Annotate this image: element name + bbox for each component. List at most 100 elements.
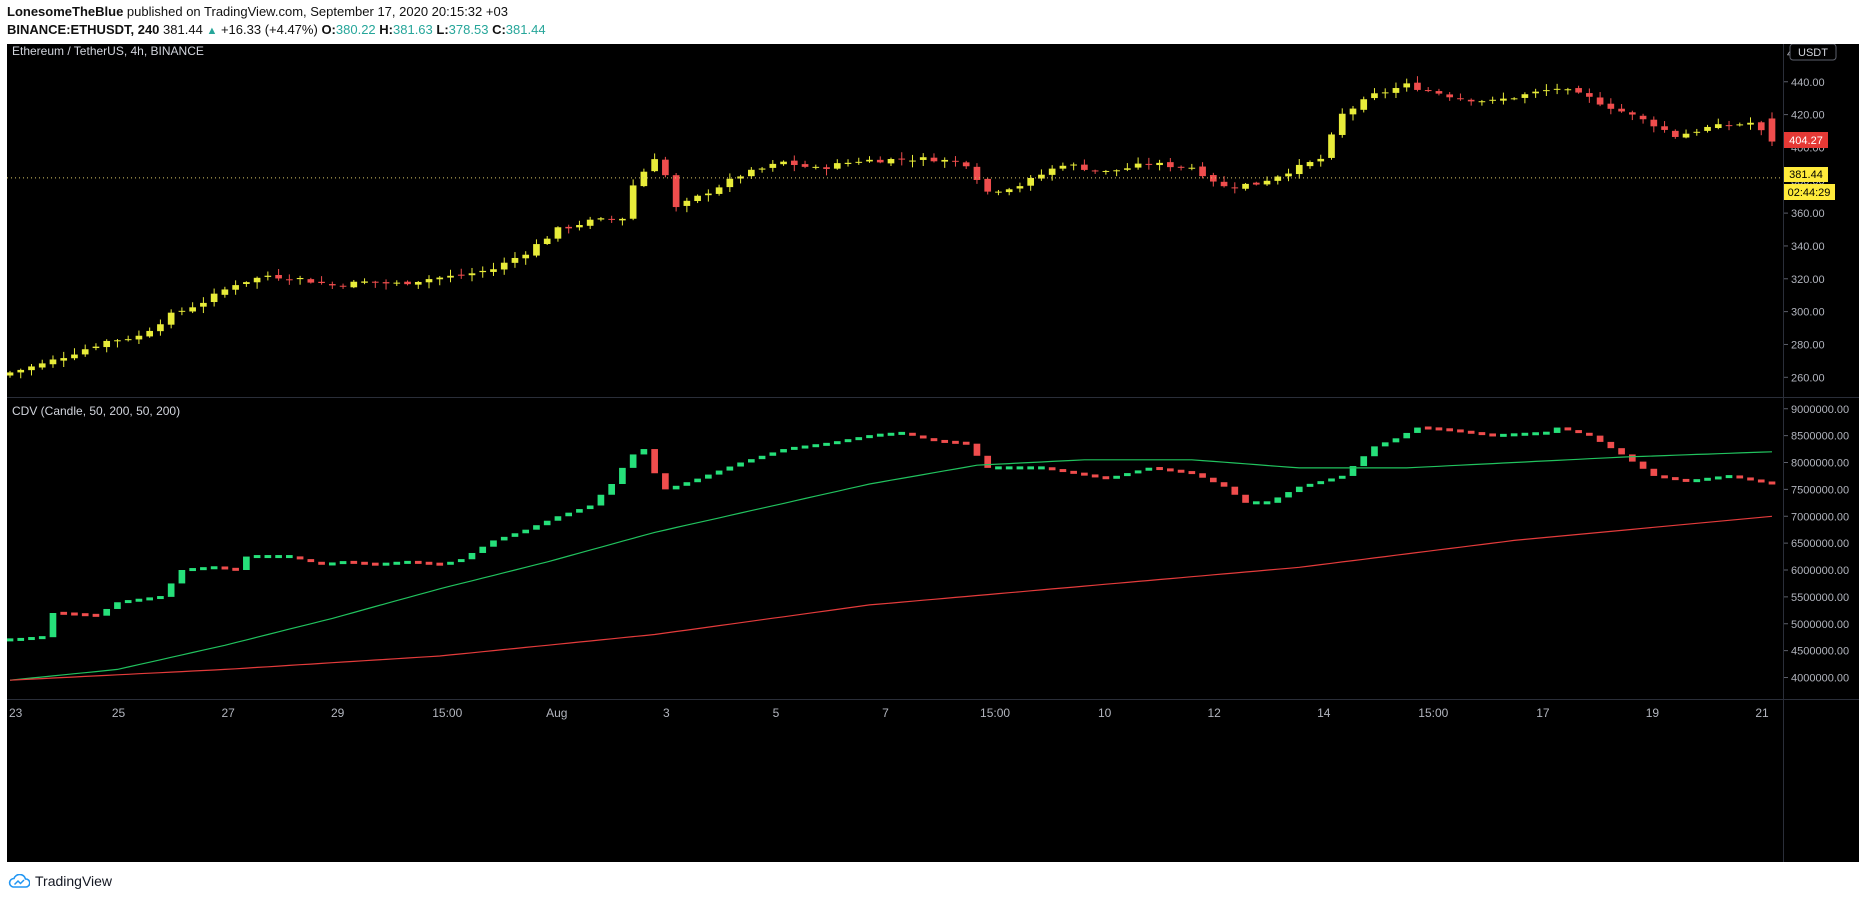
price-candle: [715, 187, 723, 194]
price-candle: [812, 166, 820, 168]
price-candle: [629, 185, 637, 219]
price-candle: [1532, 91, 1539, 94]
cdv-candle: [1027, 466, 1035, 470]
price-candle: [855, 161, 863, 163]
price-candle: [457, 274, 465, 276]
price-tick-label: 420.00: [1791, 110, 1825, 122]
price-candle: [1736, 124, 1744, 126]
price-candle: [371, 281, 379, 283]
chart-area[interactable]: 260.00280.00300.00320.00340.00360.00380.…: [6, 43, 1859, 862]
cdv-candle: [930, 438, 938, 442]
cdv-candle: [232, 567, 239, 571]
price-candle: [1435, 91, 1443, 94]
price-candle: [876, 159, 884, 163]
price-candle: [1704, 126, 1711, 131]
last-price: 381.44: [163, 22, 203, 37]
cdv-candle: [941, 439, 949, 443]
price-candle: [500, 262, 508, 270]
currency-badge[interactable]: USDT: [1789, 43, 1837, 61]
price-candle: [157, 324, 164, 332]
cdv-candle: [597, 494, 605, 506]
price-candle: [1338, 113, 1346, 135]
time-tick-label: 23: [9, 706, 23, 720]
cdv-candle: [543, 520, 551, 526]
cdv-candle: [973, 443, 981, 456]
chart-canvas[interactable]: 260.00280.00300.00320.00340.00360.00380.…: [6, 43, 1859, 862]
symbol-line: BINANCE:ETHUSDT, 240 381.44 ▲ +16.33 (+4…: [7, 22, 546, 37]
countdown-tag-text: 02:44:29: [1788, 187, 1831, 199]
time-tick-label: 15:00: [432, 706, 462, 720]
cdv-candle: [1317, 481, 1325, 485]
price-candle: [167, 312, 175, 325]
cdv-candle: [726, 466, 734, 471]
price-candle: [1596, 97, 1604, 105]
cdv-candle: [457, 559, 465, 563]
cdv-candle: [705, 474, 712, 479]
cdv-candle: [780, 449, 787, 453]
tradingview-brand[interactable]: TradingView: [8, 871, 112, 891]
author-name[interactable]: LonesomeTheBlue: [7, 4, 124, 19]
time-tick-label: 10: [1098, 706, 1112, 720]
price-candle: [1457, 98, 1464, 100]
cdv-candle: [264, 555, 272, 559]
price-candle: [232, 285, 239, 290]
price-candle: [726, 178, 734, 188]
cdv-candle: [1596, 435, 1604, 442]
price-candle: [1048, 168, 1056, 175]
cdv-candle: [1220, 482, 1228, 487]
price-candle: [189, 307, 196, 312]
cdv-axis: 4000000.00 4500000.00 5000000.00 5500000.00…: [1784, 404, 1849, 685]
price-candle: [1220, 181, 1228, 187]
cdv-candle: [1070, 470, 1077, 474]
cdv-candle: [1167, 468, 1174, 472]
cdv-candle: [844, 439, 852, 443]
time-tick-label: 15:00: [1418, 706, 1448, 720]
price-tick-label: 360.00: [1791, 208, 1825, 220]
price-candle: [769, 163, 777, 168]
brand-text: TradingView: [35, 873, 113, 889]
published-text: published on TradingView.com, September …: [126, 4, 508, 19]
cdv-candle: [1381, 442, 1389, 447]
cdv-candle: [1543, 431, 1550, 435]
cdv-candle: [382, 562, 390, 566]
cdv-candle: [715, 470, 723, 475]
price-candle: [565, 226, 573, 229]
cdv-candle: [210, 566, 218, 570]
price-candle: [92, 346, 100, 349]
cdv-candle: [1628, 454, 1636, 462]
time-tick-label: 7: [882, 706, 889, 720]
price-candle: [1349, 108, 1357, 115]
cdv-candle: [49, 613, 57, 638]
price-candles: [6, 76, 1776, 379]
price-candle: [1403, 83, 1411, 88]
price-candle: [1317, 158, 1325, 162]
low-value: 378.53: [448, 22, 489, 37]
price-candle: [490, 269, 497, 272]
price-candle: [1628, 112, 1636, 115]
price-axis: 260.00280.00300.00320.00340.00360.00380.…: [1784, 77, 1825, 384]
cdv-candle: [1757, 479, 1765, 483]
price-candle: [1252, 182, 1260, 185]
price-candle: [962, 162, 970, 167]
cdv-candle: [1199, 473, 1206, 478]
price-candle: [1231, 187, 1239, 189]
cdv-candle: [1242, 494, 1249, 503]
price-candle: [576, 225, 583, 228]
cdv-candle: [576, 509, 583, 513]
cdv-candle: [1714, 476, 1722, 480]
current-price-tag: 404.27: [1784, 132, 1828, 148]
cdv-candle: [1371, 446, 1378, 457]
cdv-candle: [952, 440, 959, 444]
cdv-candle: [1768, 481, 1776, 485]
cdv-candle: [425, 561, 433, 565]
time-tick-label: 21: [1755, 706, 1769, 720]
cdv-candle: [1521, 432, 1529, 436]
price-candle: [318, 281, 325, 283]
price-candle: [1414, 82, 1421, 90]
price-candle: [1650, 119, 1658, 127]
price-candle: [1059, 165, 1067, 169]
time-tick-label: 15:00: [980, 706, 1010, 720]
price-candle: [608, 218, 615, 220]
cdv-candle: [135, 598, 143, 602]
cdv-candle: [404, 560, 411, 564]
